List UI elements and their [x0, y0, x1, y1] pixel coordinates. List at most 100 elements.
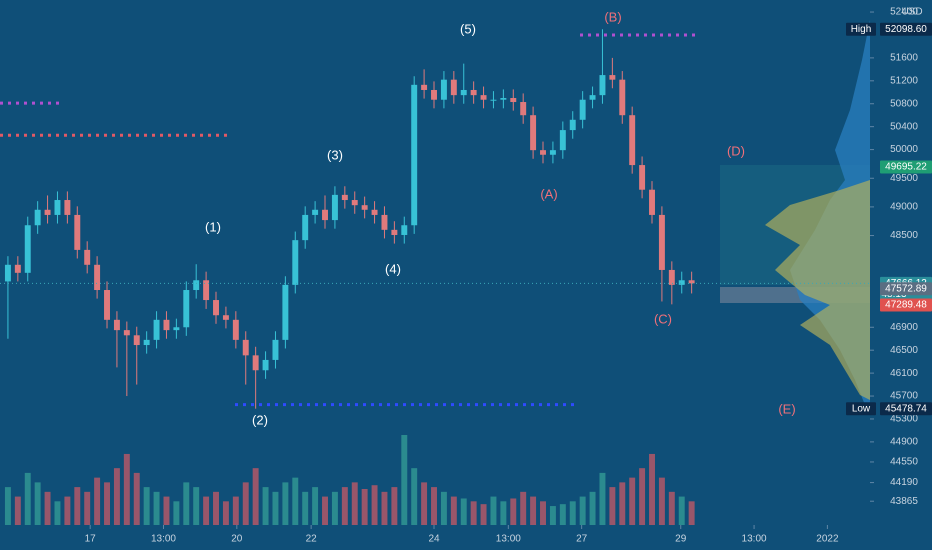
volume-bar: [54, 501, 61, 525]
price-tag-box: [846, 402, 876, 416]
candle-body: [490, 99, 497, 101]
candle-body: [252, 355, 259, 371]
y-tick-label: 46500: [890, 345, 918, 356]
candle-body: [322, 209, 328, 221]
volume-bar: [678, 496, 685, 525]
candle-body: [480, 95, 487, 100]
wave-label: (3): [327, 147, 343, 162]
candle-body: [381, 214, 388, 230]
price-label: 47572.89: [885, 283, 927, 294]
volume-bar: [341, 487, 348, 525]
candle-body: [282, 284, 289, 340]
x-tick-label: 13:00: [151, 534, 176, 545]
candle-body: [123, 330, 130, 336]
candle-body: [500, 98, 507, 100]
candle-body: [64, 200, 71, 215]
price-label: 47289.48: [885, 300, 927, 311]
x-tick-label: 20: [231, 534, 243, 545]
x-tick-label: 2022: [816, 534, 839, 545]
price-label-box: [880, 282, 932, 296]
candle-body: [302, 214, 309, 241]
volume-bar: [569, 501, 576, 525]
x-tick-label: 13:00: [742, 534, 767, 545]
price-label: 45478.74: [885, 403, 927, 414]
candle-body: [183, 290, 190, 328]
candle-body: [589, 95, 596, 100]
volume-bar: [113, 468, 120, 525]
y-tick-label: 48500: [890, 230, 918, 241]
y-tick-label: 51600: [890, 53, 918, 64]
volume-bar: [123, 453, 130, 525]
volume-bar: [84, 491, 91, 525]
candle-body: [341, 194, 348, 201]
volume-bar: [599, 472, 606, 525]
y-tick-label: 44900: [890, 437, 918, 448]
volume-bar: [549, 506, 556, 525]
x-tick-label: 22: [306, 534, 318, 545]
x-tick-label: 13:00: [496, 534, 521, 545]
candle-body: [401, 225, 408, 235]
volume-bar: [272, 491, 279, 525]
candle-body: [54, 200, 61, 215]
volume-bar: [213, 491, 219, 525]
candle-body: [649, 189, 655, 215]
candle-body: [193, 280, 200, 291]
price-label-box: [880, 298, 932, 312]
price-label-box: [880, 402, 932, 416]
wave-label: (E): [778, 401, 795, 416]
volume-bar: [649, 453, 655, 525]
candle-body: [203, 280, 210, 301]
candle-body: [262, 359, 269, 371]
volume-bar: [619, 482, 626, 525]
volume-bar: [104, 482, 110, 525]
candle-body: [232, 319, 239, 340]
candle-body: [678, 280, 685, 285]
candle-body: [272, 339, 279, 360]
candle-body: [94, 264, 101, 291]
candle-body: [658, 214, 665, 270]
candle-body: [133, 335, 140, 346]
volume-bar: [351, 482, 358, 525]
candle-body: [579, 99, 586, 120]
candle-body: [540, 150, 546, 155]
volume-bar: [530, 496, 537, 525]
volume-bar: [331, 491, 338, 525]
volume-bar: [510, 498, 517, 525]
candle-body: [4, 264, 11, 282]
volume-bar: [401, 435, 408, 525]
volume-bar: [540, 501, 546, 525]
price-tag-box: [846, 22, 876, 36]
volume-bar: [173, 501, 180, 525]
candle-body: [361, 205, 368, 210]
volume-bar: [381, 491, 388, 525]
candle-body: [450, 79, 457, 96]
volume-bar: [282, 482, 289, 525]
candle-body: [510, 98, 517, 103]
y-tick-label: 45700: [890, 391, 918, 402]
candle-body: [460, 89, 467, 96]
volume-bar: [579, 496, 586, 525]
candle-body: [44, 209, 51, 215]
currency-label: USD: [901, 7, 922, 18]
volume-bar: [460, 498, 467, 525]
candle-body: [431, 89, 437, 100]
volume-bar: [520, 491, 527, 525]
volume-bar: [133, 472, 140, 525]
price-label: 49695.22: [885, 162, 927, 173]
y-tick-label: 43865: [890, 496, 918, 507]
y-tick-label: 49000: [890, 202, 918, 213]
candle-body: [599, 75, 606, 96]
y-tick-label: 46100: [890, 368, 918, 379]
volume-bar: [668, 491, 675, 525]
candle-body: [292, 240, 299, 285]
candle-body: [153, 319, 160, 340]
x-tick-label: 24: [428, 534, 440, 545]
volume-bar: [490, 496, 497, 525]
volume-bar: [24, 472, 31, 525]
volume-bar: [609, 487, 616, 525]
volume-bar: [421, 482, 428, 525]
wave-label: (2): [252, 412, 268, 427]
volume-bar: [193, 487, 200, 525]
volume-bar: [222, 501, 229, 525]
